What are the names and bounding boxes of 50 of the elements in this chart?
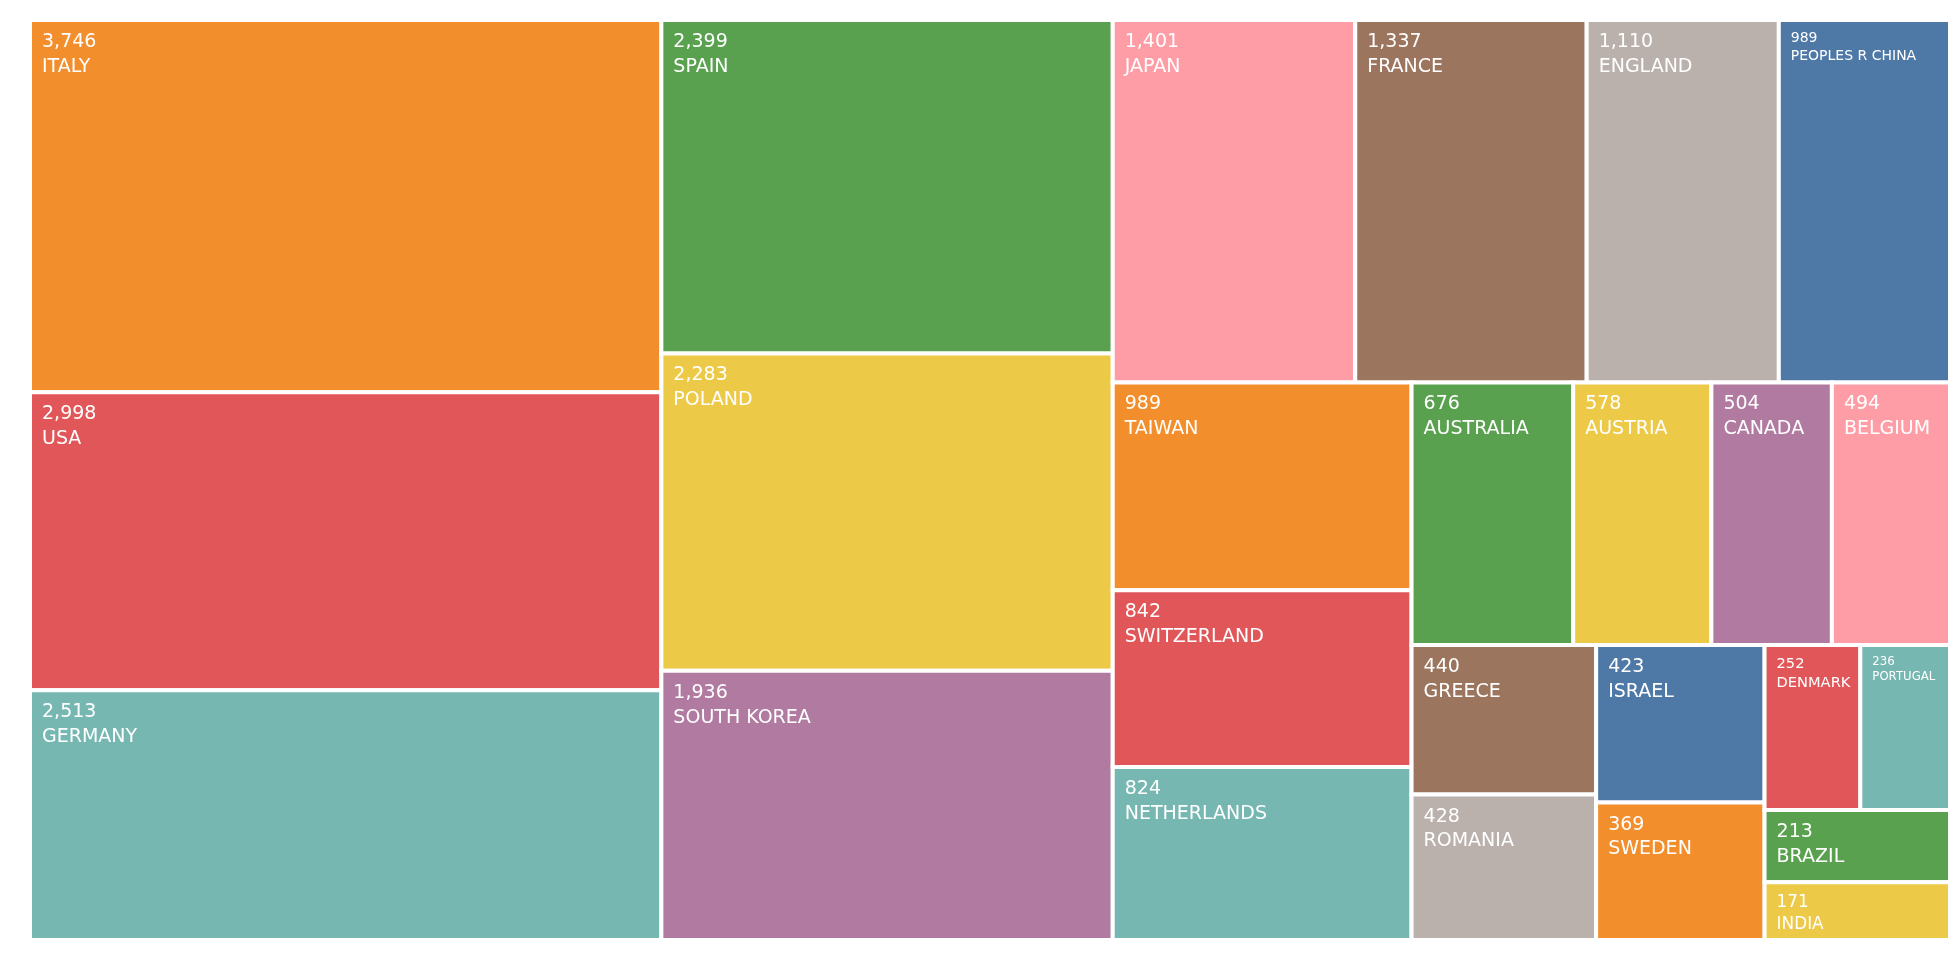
category-label: AUSTRALIA [1423,416,1529,439]
data-label: 2,399 [673,29,728,51]
category-label: TAIWAN [1123,416,1199,439]
data-label: 252 [1776,653,1805,671]
data-label: 842 [1124,599,1161,622]
data-label: 171 [1776,891,1809,912]
category-label: BELGIUM [1843,416,1931,439]
data-label: 1,401 [1124,29,1180,51]
data-label: 676 [1423,391,1460,414]
category-label: PORTUGAL [1872,668,1936,683]
category-label: PEOPLES R CHINA [1790,47,1917,64]
data-label: 578 [1585,391,1622,414]
category-label: GERMANY [42,723,138,746]
data-label: 3,746 [42,29,97,51]
category-label: ISRAEL [1608,678,1675,701]
data-label: 824 [1124,775,1161,798]
category-label: ENGLAND [1598,53,1693,76]
data-label: 989 [1790,29,1818,46]
category-label: CANADA [1723,416,1805,439]
category-label: ITALY [42,53,91,76]
data-label: 494 [1843,391,1881,414]
category-label: GREECE [1423,678,1501,701]
category-label: ROMANIA [1423,828,1514,851]
category-label: POLAND [673,387,753,410]
data-label: 236 [1872,653,1895,668]
data-label: 2,283 [673,362,728,385]
category-label: SWEDEN [1608,836,1692,859]
data-label: 1,337 [1367,29,1422,51]
category-label: BRAZIL [1776,843,1845,866]
category-label: DENMARK [1776,672,1851,690]
category-label: USA [42,425,82,448]
data-label: 428 [1423,803,1460,826]
data-label: 213 [1776,819,1813,842]
data-label: 423 [1608,653,1645,676]
category-label: JAPAN [1123,53,1181,76]
category-label: SOUTH KOREA [673,704,811,727]
data-label: 2,513 [42,699,97,722]
category-label: FRANCE [1367,53,1444,76]
category-label: NETHERLANDS [1124,800,1267,823]
data-label: 369 [1608,811,1645,834]
category-label: INDIA [1776,912,1825,933]
category-label: SPAIN [673,53,729,76]
data-label: 2,998 [42,401,97,424]
category-label: SWITZERLAND [1124,623,1264,646]
data-label: 1,110 [1598,29,1654,51]
data-label: 989 [1124,391,1161,414]
data-label: 504 [1723,391,1760,414]
category-label: AUSTRIA [1585,416,1668,439]
data-label: 1,936 [673,679,728,702]
data-label: 440 [1423,653,1460,676]
